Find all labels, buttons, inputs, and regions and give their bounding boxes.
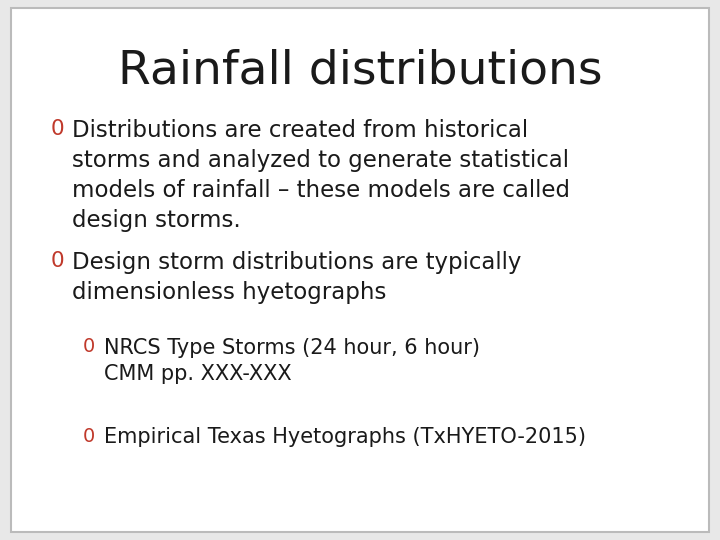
Text: 0: 0 [83,427,95,446]
Text: Distributions are created from historical
storms and analyzed to generate statis: Distributions are created from historica… [72,119,570,232]
Text: Design storm distributions are typically
dimensionless hyetographs: Design storm distributions are typically… [72,251,521,305]
Text: 0: 0 [50,119,64,139]
Text: 0: 0 [50,251,64,271]
Text: NRCS Type Storms (24 hour, 6 hour)
CMM pp. XXX-XXX: NRCS Type Storms (24 hour, 6 hour) CMM p… [104,338,480,384]
Text: 0: 0 [83,338,95,356]
Text: Empirical Texas Hyetographs (TxHYETO-2015): Empirical Texas Hyetographs (TxHYETO-201… [104,427,586,447]
Text: Rainfall distributions: Rainfall distributions [118,49,602,93]
